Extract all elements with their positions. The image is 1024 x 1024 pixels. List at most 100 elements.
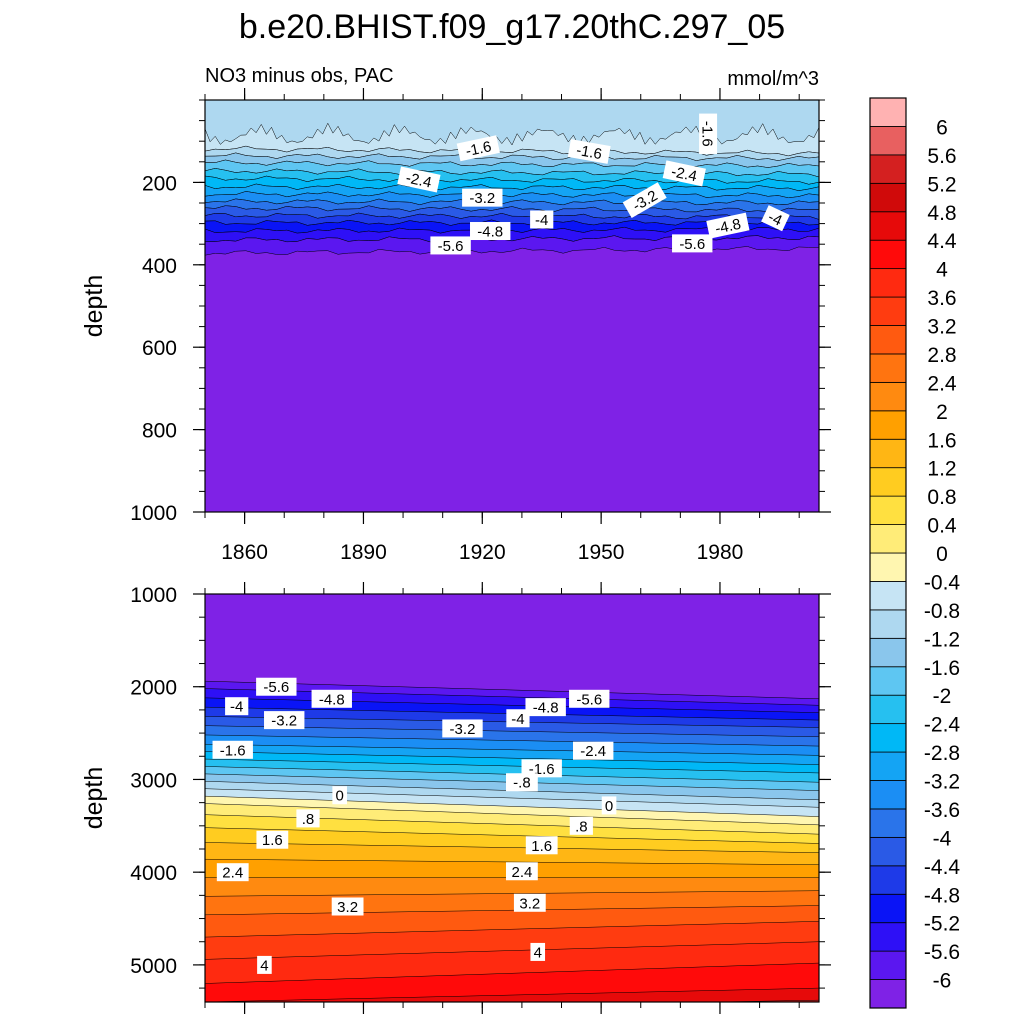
colorbar-label: -5.2 bbox=[924, 913, 960, 936]
xtick-label: 1890 bbox=[340, 541, 387, 564]
contour-label: -4.8 bbox=[706, 212, 750, 239]
xtick-label: 1860 bbox=[221, 541, 268, 564]
colorbar-swatch bbox=[869, 581, 907, 611]
svg-text:-5.6: -5.6 bbox=[576, 691, 602, 708]
colorbar-swatch bbox=[869, 154, 907, 184]
lower-frame bbox=[204, 593, 820, 1003]
contour-label: -1.6 bbox=[456, 135, 500, 162]
ytick-label: 200 bbox=[142, 172, 177, 195]
colorbar-label: -1.2 bbox=[924, 628, 960, 651]
colorbar-swatch bbox=[869, 979, 907, 1009]
svg-text:4: 4 bbox=[260, 957, 268, 974]
colorbar-label: -0.4 bbox=[924, 571, 961, 594]
colorbar-label: -4.8 bbox=[924, 884, 960, 907]
panel-left-label: NO3 minus obs, PAC bbox=[205, 65, 394, 87]
contour-label: -3.2 bbox=[264, 711, 305, 730]
colorbar-label: 4 bbox=[936, 259, 948, 282]
colorbar-swatch bbox=[869, 950, 907, 980]
contour-label: -.8 bbox=[506, 773, 538, 792]
svg-text:-1.6: -1.6 bbox=[575, 142, 603, 163]
colorbar-label: -1.6 bbox=[924, 657, 960, 680]
colorbar-swatch bbox=[869, 780, 907, 810]
colorbar-label: 1.2 bbox=[927, 458, 956, 481]
colorbar-label: -0.8 bbox=[924, 600, 960, 623]
colorbar-label: 0 bbox=[936, 543, 948, 566]
lower-fill bbox=[205, 594, 819, 1002]
svg-text:2.4: 2.4 bbox=[511, 864, 532, 881]
contour-label: -5.6 bbox=[256, 677, 297, 696]
contour-label: 0 bbox=[601, 796, 617, 815]
svg-text:-4: -4 bbox=[511, 711, 524, 728]
lower-ylabel: depth bbox=[80, 767, 108, 830]
colorbar-label: 0.8 bbox=[927, 486, 956, 509]
colorbar-swatch bbox=[869, 239, 907, 270]
svg-text:-3.2: -3.2 bbox=[450, 721, 476, 738]
svg-text:1.6: 1.6 bbox=[262, 832, 283, 849]
svg-text:-4: -4 bbox=[535, 212, 548, 229]
colorbar-label: 3.2 bbox=[927, 316, 956, 339]
upper-axes: 200 400 600 800 1000 1860 1890 1920 1950 1980 bbox=[130, 88, 831, 564]
colorbar-swatch bbox=[869, 893, 907, 924]
ytick-label: 4000 bbox=[130, 862, 177, 885]
colorbar-swatch bbox=[869, 836, 907, 867]
units-label: mmol/m^3 bbox=[727, 68, 819, 90]
contour-label: -3.2 bbox=[442, 719, 483, 738]
colorbar-label: 2.8 bbox=[927, 344, 956, 367]
xtick-label: 1920 bbox=[459, 541, 506, 564]
svg-text:-5.6: -5.6 bbox=[679, 236, 705, 253]
colorbar-label: -3.2 bbox=[924, 771, 960, 794]
colorbar-label: 2.4 bbox=[927, 372, 957, 395]
colorbar-swatch bbox=[869, 410, 907, 440]
contour-label: 4 bbox=[257, 955, 272, 974]
xtick-label: 1980 bbox=[697, 541, 744, 564]
contour-label: 3.2 bbox=[513, 893, 546, 912]
colorbar-swatch bbox=[869, 524, 907, 554]
svg-text:-4.8: -4.8 bbox=[319, 691, 345, 708]
colorbar-swatch bbox=[869, 922, 907, 952]
chart-title: b.e20.BHIST.f09_g17.20thC.297_05 bbox=[239, 8, 785, 46]
contour-label: -4 bbox=[530, 210, 554, 229]
svg-text:.8: .8 bbox=[575, 818, 588, 835]
colorbar-label: -4 bbox=[933, 827, 952, 850]
svg-text:-1.6: -1.6 bbox=[464, 138, 493, 160]
svg-text:-2.4: -2.4 bbox=[670, 163, 699, 185]
ytick-label: 800 bbox=[142, 420, 177, 443]
contour-label: 1.6 bbox=[256, 830, 289, 849]
contour-label: 0 bbox=[332, 786, 347, 805]
colorbar-label: -2 bbox=[933, 685, 952, 708]
contour-label: -4 bbox=[225, 697, 249, 716]
svg-text:-4: -4 bbox=[765, 209, 784, 230]
svg-text:-2.4: -2.4 bbox=[404, 169, 433, 191]
svg-text:2.4: 2.4 bbox=[222, 865, 243, 882]
svg-text:-4.8: -4.8 bbox=[714, 216, 743, 238]
contour-label: -4.8 bbox=[525, 698, 566, 717]
ytick-label: 1000 bbox=[130, 584, 177, 607]
upper-panel: 200 400 600 800 1000 1860 1890 1920 1950 1980 dep… bbox=[80, 88, 831, 564]
colorbar-swatch bbox=[869, 353, 907, 383]
ytick-label: 400 bbox=[142, 255, 177, 278]
svg-text:-2.4: -2.4 bbox=[580, 743, 606, 760]
contour-label: -5.6 bbox=[569, 689, 610, 708]
ytick-label: 3000 bbox=[130, 769, 177, 792]
svg-text:3.2: 3.2 bbox=[337, 899, 358, 916]
lower-contour-labels: -5.6-5.6-4.8 -4.8-4-4-3.2 -3.2-2.4-1.6-1.6… bbox=[212, 677, 617, 974]
contour-label: 4 bbox=[530, 942, 546, 961]
colorbar-swatch bbox=[869, 126, 907, 156]
colorbar: 6 5.6 5.2 4.8 4.4 4 3.6 3.2 2.8 2.4 2 1.6 1.2 0.8 0.4 0… bbox=[869, 97, 961, 1009]
contour-label: 1.6 bbox=[525, 836, 558, 855]
colorbar-label: -4.4 bbox=[924, 856, 961, 879]
colorbar-swatch bbox=[869, 495, 907, 525]
colorbar-swatch bbox=[869, 467, 907, 497]
colorbar-swatch bbox=[869, 182, 907, 213]
ytick-label: 600 bbox=[142, 337, 177, 360]
svg-text:-.8: -.8 bbox=[513, 775, 531, 792]
upper-ylabel: depth bbox=[80, 275, 108, 338]
colorbar-label: 4.8 bbox=[927, 202, 956, 225]
colorbar-swatch bbox=[869, 211, 907, 241]
colorbar-swatch bbox=[869, 666, 907, 696]
svg-text:4: 4 bbox=[534, 944, 542, 961]
svg-text:-4: -4 bbox=[230, 699, 243, 716]
ytick-label: 5000 bbox=[130, 955, 177, 978]
colorbar-label: 2 bbox=[936, 401, 948, 424]
contour-label: -3.2 bbox=[462, 188, 503, 207]
